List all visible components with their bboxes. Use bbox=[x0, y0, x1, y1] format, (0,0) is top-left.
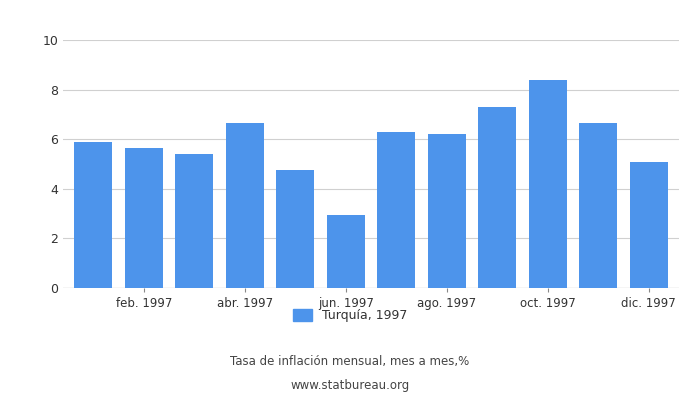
Text: www.statbureau.org: www.statbureau.org bbox=[290, 380, 410, 392]
Bar bbox=[528, 80, 567, 288]
Text: Tasa de inflación mensual, mes a mes,%: Tasa de inflación mensual, mes a mes,% bbox=[230, 356, 470, 368]
Bar bbox=[478, 107, 516, 288]
Bar bbox=[428, 134, 466, 288]
Legend: Turquía, 1997: Turquía, 1997 bbox=[288, 304, 412, 327]
Bar bbox=[630, 162, 668, 288]
Bar bbox=[377, 132, 415, 288]
Bar bbox=[125, 148, 162, 288]
Bar bbox=[226, 123, 264, 288]
Bar bbox=[175, 154, 214, 288]
Bar bbox=[580, 123, 617, 288]
Bar bbox=[327, 215, 365, 288]
Bar bbox=[74, 142, 112, 288]
Bar bbox=[276, 170, 314, 288]
